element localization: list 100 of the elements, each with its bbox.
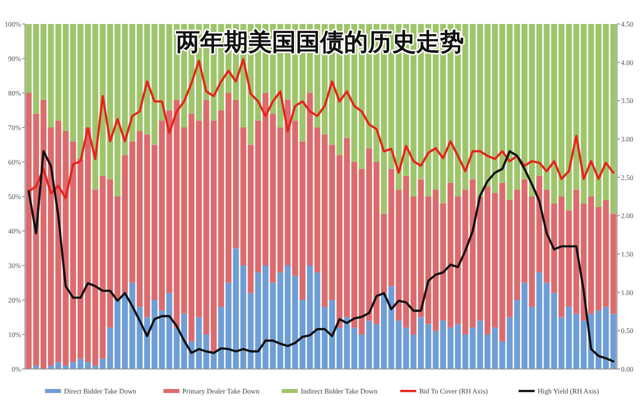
bar xyxy=(396,190,402,321)
bar xyxy=(448,328,454,369)
bar xyxy=(270,282,276,369)
bar xyxy=(374,162,380,324)
bar xyxy=(396,320,402,369)
bar xyxy=(277,272,284,369)
bar xyxy=(248,293,254,369)
bar xyxy=(292,276,298,369)
bar xyxy=(462,334,468,369)
bar xyxy=(410,196,416,334)
bar xyxy=(358,168,365,334)
bar xyxy=(410,334,416,369)
bar xyxy=(129,141,136,283)
bar xyxy=(114,300,120,369)
bar xyxy=(322,134,328,307)
bar xyxy=(277,128,284,272)
bar xyxy=(174,328,180,369)
bar xyxy=(100,358,106,369)
bar xyxy=(551,203,558,294)
bar xyxy=(492,193,498,328)
bar xyxy=(602,200,609,307)
bar xyxy=(499,341,506,369)
bar xyxy=(477,196,484,321)
bar xyxy=(166,293,172,369)
bar xyxy=(380,214,387,294)
bar xyxy=(33,114,40,366)
bar xyxy=(536,176,542,272)
bar xyxy=(484,186,490,334)
bar xyxy=(380,293,387,369)
bar xyxy=(580,320,587,369)
bar xyxy=(506,317,513,369)
bar xyxy=(70,141,76,362)
bar xyxy=(203,334,210,369)
bar xyxy=(78,158,84,359)
bar xyxy=(566,210,572,307)
bar xyxy=(506,200,513,318)
bar xyxy=(558,196,564,318)
bar xyxy=(306,266,313,369)
bar xyxy=(358,334,365,369)
bar xyxy=(492,328,498,369)
bar xyxy=(336,155,342,328)
bar xyxy=(203,100,210,334)
bar xyxy=(432,331,439,369)
bar xyxy=(566,306,572,369)
bar xyxy=(232,248,239,369)
bar xyxy=(536,272,542,369)
bar xyxy=(226,282,232,369)
bar xyxy=(218,306,224,369)
bar xyxy=(432,190,439,332)
bar xyxy=(374,324,380,369)
bar xyxy=(26,93,32,369)
bar xyxy=(48,128,54,366)
bar xyxy=(188,114,194,342)
bar xyxy=(292,120,298,276)
bar xyxy=(322,306,328,369)
bar xyxy=(306,93,313,266)
bar xyxy=(129,282,136,369)
bar xyxy=(440,203,446,321)
bar xyxy=(55,120,62,362)
bar xyxy=(144,134,150,318)
bar xyxy=(136,306,143,369)
bar xyxy=(196,120,202,318)
bar xyxy=(226,93,232,283)
bar xyxy=(232,100,239,248)
bar xyxy=(388,286,394,369)
bar xyxy=(152,144,158,300)
bar xyxy=(329,144,336,300)
bar xyxy=(144,317,150,369)
bar xyxy=(284,100,291,266)
bar xyxy=(470,328,476,369)
bar xyxy=(573,314,580,369)
bar xyxy=(558,317,564,369)
bar xyxy=(544,282,550,369)
bar xyxy=(454,324,461,369)
bar xyxy=(388,168,394,286)
bar xyxy=(544,190,550,283)
bar xyxy=(122,293,128,369)
bar xyxy=(210,120,217,352)
bar xyxy=(284,266,291,369)
bar xyxy=(551,293,558,369)
bar xyxy=(300,141,306,300)
bar xyxy=(270,114,276,283)
bar xyxy=(514,300,520,369)
bar xyxy=(454,196,461,324)
bar xyxy=(70,362,76,369)
bar xyxy=(522,179,528,283)
bar xyxy=(262,93,268,266)
bar xyxy=(351,162,358,328)
bar xyxy=(403,328,410,369)
bar xyxy=(528,306,535,369)
bar xyxy=(107,179,114,328)
bar xyxy=(248,144,254,294)
bar xyxy=(484,334,490,369)
bar xyxy=(351,328,358,369)
bar xyxy=(462,190,468,334)
bar xyxy=(196,317,202,369)
bar xyxy=(152,300,158,369)
bar xyxy=(470,179,476,328)
bar xyxy=(522,282,528,369)
bar xyxy=(158,310,165,369)
